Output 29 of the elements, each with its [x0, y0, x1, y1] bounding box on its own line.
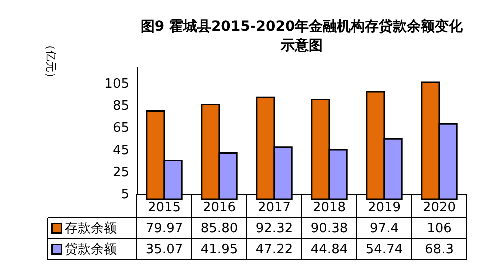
y-tick-label: 45: [112, 143, 130, 158]
data-label: 106: [427, 222, 452, 236]
x-tick-label: 2015: [148, 200, 182, 216]
data-label: 47.22: [256, 242, 294, 258]
x-tick-label: 2016: [202, 200, 236, 216]
text: 图9 霍城县2015-2020年金融机构存贷款余额变化: [140, 19, 464, 35]
data-label: 85.80: [200, 222, 238, 236]
data-label: 41.95: [200, 242, 238, 258]
text: 示意图: [281, 38, 323, 54]
x-tick-label: 2017: [258, 200, 292, 216]
x-tick-label: 2019: [368, 200, 402, 216]
x-tick-label: 2018: [312, 200, 346, 216]
data-label: 44.84: [310, 242, 348, 258]
y-axis-title: （亿元）: [44, 40, 58, 84]
data-label: 97.4: [370, 222, 399, 236]
y-tick-label: 65: [112, 121, 130, 136]
data-label: 90.38: [310, 222, 348, 236]
legend-label: 存款余额: [65, 222, 117, 236]
y-tick-label: 25: [112, 165, 130, 180]
data-label: 79.97: [146, 222, 184, 236]
data-label: 54.74: [366, 242, 404, 258]
x-tick-label: 2020: [422, 200, 456, 216]
data-label: 68.3: [425, 242, 454, 258]
y-tick-label: 105: [104, 77, 130, 92]
legend-label: 贷款余额: [65, 242, 117, 258]
data-label: 92.32: [256, 222, 294, 236]
y-tick-label: 5: [121, 188, 130, 202]
y-tick-label: 85: [112, 99, 130, 114]
data-label: 35.07: [146, 242, 184, 258]
